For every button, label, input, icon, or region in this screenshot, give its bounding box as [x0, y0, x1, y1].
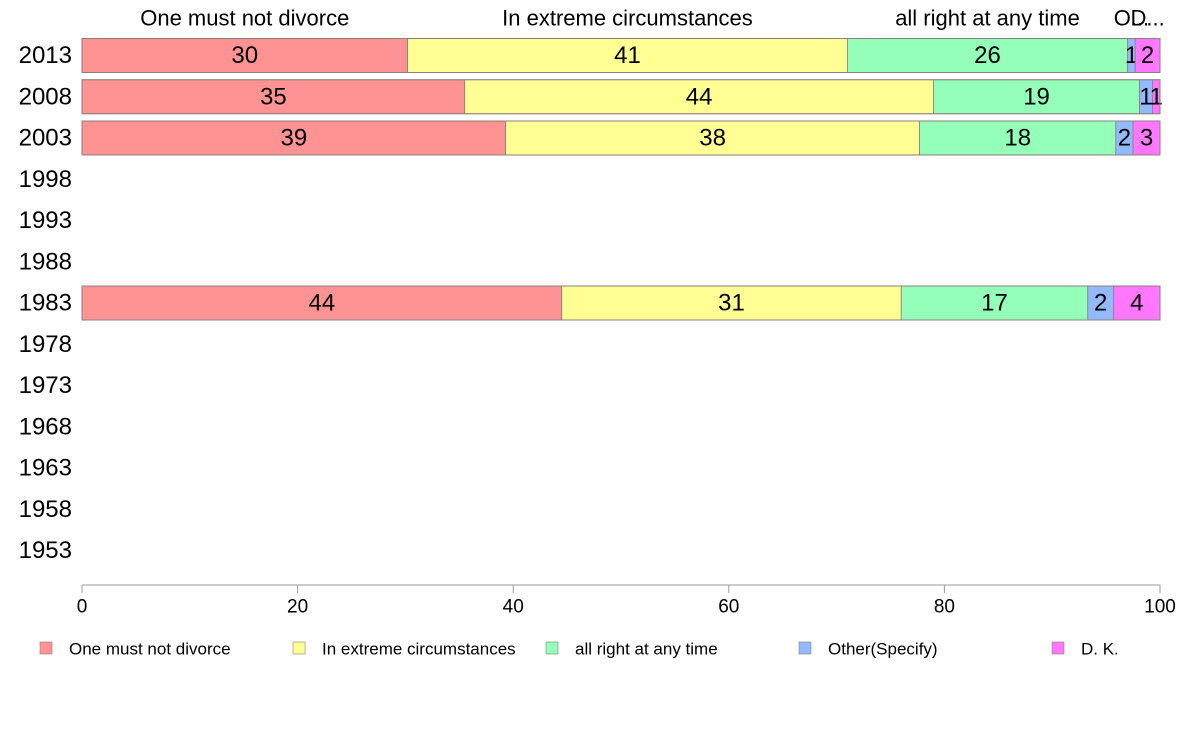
column-label: all right at any time	[895, 6, 1080, 31]
data-label: 2	[1094, 290, 1107, 317]
data-label: 19	[1023, 83, 1050, 110]
x-tick-label: 80	[934, 597, 955, 618]
x-tick-label: 40	[503, 597, 524, 618]
x-axis: 0 20 40 60 80 100	[77, 584, 1176, 618]
data-label: 1	[1125, 42, 1138, 69]
data-label: 39	[280, 125, 307, 152]
bar-outline	[81, 79, 1161, 115]
year-label: 1993	[19, 207, 72, 234]
data-label: 26	[974, 42, 1001, 69]
legend-label: all right at any time	[575, 640, 718, 659]
data-label: 4	[1130, 290, 1143, 317]
legend-label: Other(Specify)	[828, 640, 938, 659]
bar-segment	[919, 120, 1117, 156]
data-label: 3	[1140, 125, 1153, 152]
data-label: 17	[981, 290, 1008, 317]
data-label: 44	[309, 290, 336, 317]
year-label: 2013	[19, 42, 72, 69]
data-label: 31	[718, 290, 745, 317]
year-label: 1953	[19, 537, 72, 564]
year-label: 1978	[19, 331, 72, 358]
year-label: 2003	[19, 125, 72, 152]
bar-segment	[846, 38, 1129, 73]
year-label: 1973	[19, 372, 72, 399]
year-label: 1998	[19, 166, 72, 193]
bar-segment	[81, 38, 408, 73]
data-label: 1	[1139, 83, 1152, 110]
year-label: 1983	[19, 290, 72, 317]
data-label: 2	[1118, 125, 1131, 152]
bar-segment	[81, 120, 507, 156]
x-tick-label: 60	[718, 597, 739, 618]
data-label: 2	[1141, 42, 1154, 69]
year-label: 1958	[19, 496, 72, 523]
year-label: 1963	[19, 455, 72, 482]
bar-segment	[1113, 285, 1161, 321]
data-label: 44	[686, 83, 713, 110]
column-label: O...	[1114, 6, 1149, 31]
bar-segment	[505, 120, 921, 156]
x-tick-label: 0	[77, 597, 88, 618]
legend-swatch	[292, 641, 306, 655]
legend-label: One must not divorce	[69, 640, 231, 659]
legend: One must not divorce In extreme circumsta…	[39, 640, 1119, 659]
data-label: 38	[699, 125, 726, 152]
year-label: 2008	[19, 83, 72, 110]
legend-label: In extreme circumstances	[322, 640, 516, 659]
bar-segment	[1132, 120, 1161, 156]
year-label: 1988	[19, 248, 72, 275]
year-label: 1968	[19, 413, 72, 440]
bar-outline	[81, 38, 1161, 73]
bar-segment	[561, 285, 902, 321]
data-label: 1	[1150, 83, 1163, 110]
legend-swatch	[798, 641, 812, 655]
bar-outline	[81, 285, 1161, 321]
y-axis-labels: 2013 2008 2003 1998 1993 1988 1983 1978 1973 1968…	[19, 42, 72, 564]
legend-swatch	[545, 641, 559, 655]
x-tick-label: 100	[1144, 597, 1176, 618]
data-label: 35	[260, 83, 287, 110]
top-labels: One must not divorce In extreme circumsta…	[140, 6, 1164, 31]
data-label: 30	[231, 42, 258, 69]
column-label: D...	[1130, 6, 1164, 31]
column-label: In extreme circumstances	[502, 6, 753, 31]
legend-swatch	[1051, 641, 1065, 655]
bar-segment	[900, 285, 1089, 321]
data-label: 41	[614, 42, 641, 69]
column-label: One must not divorce	[140, 6, 349, 31]
data-label: 18	[1004, 125, 1031, 152]
legend-swatch	[39, 641, 53, 655]
bar-outline	[81, 120, 1161, 156]
legend-label: D. K.	[1081, 640, 1119, 659]
x-tick-label: 20	[287, 597, 308, 618]
